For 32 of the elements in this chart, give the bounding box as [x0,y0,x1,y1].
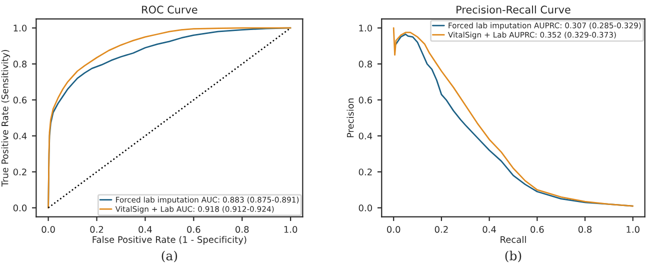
x-axis-title: Recall [500,236,526,243]
x-tick-label: 0.0 [42,226,55,233]
y-tick-label: 1.0 [359,24,372,32]
y-tick-label: 0.4 [358,132,372,140]
chart-title: Precision-Recall Curve [456,6,570,14]
x-tick-label: 1.0 [626,226,640,233]
y-tick-label: 0.0 [358,204,372,212]
x-tick-label: 0.2 [434,226,448,233]
y-tick-label: 0.6 [13,96,27,104]
x-tick-label: 0.6 [187,226,200,233]
x-tick-label: 0.4 [138,226,152,233]
chart-title: ROC Curve [142,6,198,14]
y-tick-label: 1.0 [14,24,27,32]
text: (b) [505,250,522,262]
y-axis-title: Precision [346,98,354,138]
y-tick-label: 0.0 [13,204,27,212]
y-tick-label: 0.8 [13,60,27,68]
x-tick-label: 0.2 [90,226,104,233]
text: (a) [162,250,178,262]
y-tick-label: 0.4 [13,132,27,140]
y-tick-label: 0.2 [13,168,26,176]
x-tick-label: 0.4 [482,226,496,233]
x-tick-label: 0.0 [387,226,400,233]
y-tick-label: 0.2 [358,168,372,176]
x-tick-label: 0.6 [530,226,544,233]
y-tick-label: 0.6 [358,96,372,104]
x-axis-title: False Positive Rate (1 - Specificity) [92,236,246,245]
x-tick-label: 1.0 [284,226,298,233]
y-axis-title: True Positive Rate (Sensitivity) [1,50,10,187]
x-tick-label: 0.8 [236,226,249,233]
y-tick-label: 0.8 [358,60,372,68]
x-tick-label: 0.8 [578,226,592,233]
